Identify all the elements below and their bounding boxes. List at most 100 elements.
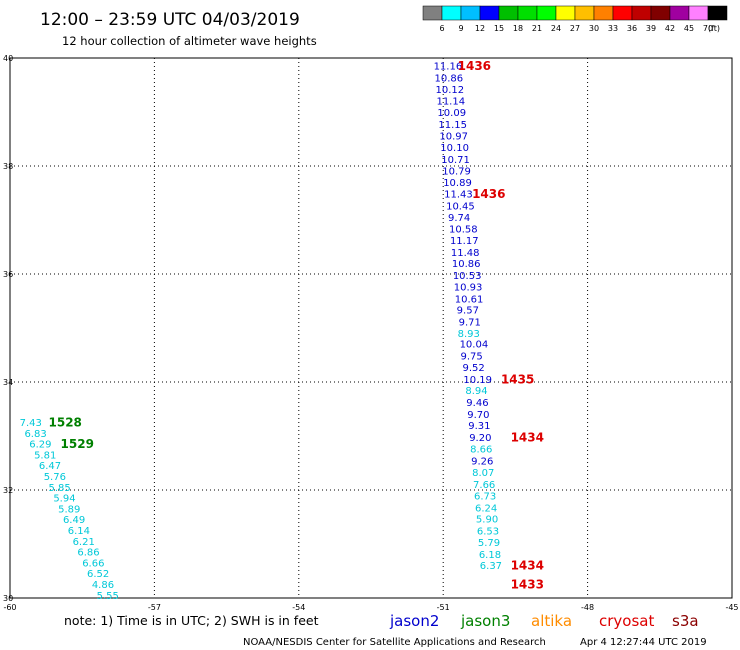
pass-time-label: 1528	[49, 416, 82, 430]
wave-height-value: 10.86	[452, 259, 481, 270]
wave-height-value: 10.53	[453, 271, 482, 282]
wave-height-value: 5.76	[44, 472, 66, 483]
pass-time-label: 1433	[511, 578, 544, 592]
wave-height-value: 10.09	[437, 108, 466, 119]
units-note: note: 1) Time is in UTC; 2) SWH is in fe…	[64, 613, 319, 628]
wave-height-value: 9.31	[468, 421, 490, 432]
colorbar-swatch	[612, 5, 633, 21]
wave-height-value: 7.66	[473, 480, 495, 491]
y-tick-label: 40	[3, 54, 13, 63]
colorbar-swatch	[631, 5, 652, 21]
colorbar-label: 27	[570, 24, 580, 33]
wave-height-value: 11.48	[451, 248, 480, 259]
wave-height-value: 10.89	[443, 178, 472, 189]
colorbar-swatch	[441, 5, 462, 21]
pass-time-label: 1435	[501, 372, 534, 386]
wave-height-value: 6.47	[39, 461, 61, 472]
wave-height-value: 9.70	[467, 410, 489, 421]
gridlines	[10, 58, 732, 598]
colorbar-swatch	[422, 5, 443, 21]
colorbar-legend: 6 9 12 15 18 21 24 27 30 33 36 39 42 45 70	[422, 5, 728, 33]
legend-item-jason2: jason2	[389, 612, 439, 630]
chart-subtitle: 12 hour collection of altimeter wave hei…	[62, 34, 317, 48]
plot-area	[9, 57, 733, 599]
wave-height-value: 10.04	[460, 340, 489, 351]
wave-height-value: 5.94	[53, 494, 75, 505]
colorbar-label: 30	[589, 24, 599, 33]
wave-height-value: 10.86	[435, 73, 464, 84]
pass-time-label: 1436	[472, 187, 505, 201]
colorbar-swatch	[574, 5, 595, 21]
wave-height-value: 5.89	[58, 504, 80, 515]
colorbar-label: 24	[551, 24, 561, 33]
colorbar-swatch	[460, 5, 481, 21]
colorbar-swatch	[707, 5, 728, 21]
y-tick-label: 34	[3, 378, 13, 387]
colorbar-label: 15	[494, 24, 504, 33]
wave-height-value: 6.29	[29, 440, 51, 451]
x-tick-label: -51	[437, 603, 450, 612]
colorbar-label: 6	[439, 24, 444, 33]
wave-height-value: 6.53	[477, 527, 499, 538]
pass-time-label: 1434	[511, 431, 544, 445]
wave-height-value: 9.74	[448, 213, 470, 224]
wave-height-value: 11.17	[450, 236, 479, 247]
y-tick-label: 36	[3, 270, 13, 279]
colorbar-swatch	[498, 5, 519, 21]
wave-height-value: 10.45	[446, 201, 475, 212]
x-tick-label: -57	[148, 603, 161, 612]
wave-height-value: 5.90	[476, 515, 498, 526]
wave-height-value: 6.73	[474, 491, 496, 502]
wave-height-value: 6.49	[63, 515, 85, 526]
wave-height-value: 8.93	[458, 329, 480, 340]
x-tick-label: -45	[725, 603, 738, 612]
x-tick-label: -60	[3, 603, 16, 612]
y-tick-label: 32	[3, 486, 13, 495]
wave-height-value: 9.71	[459, 318, 481, 329]
colorbar-label: 36	[627, 24, 637, 33]
wave-height-value: 10.71	[441, 155, 470, 166]
wave-height-value: 8.94	[465, 386, 487, 397]
legend-item-cryosat: cryosat	[599, 612, 654, 630]
colorbar-swatch	[593, 5, 614, 21]
plot-frame	[9, 57, 733, 599]
y-tick-labels: 30 32 34 36 38 40	[3, 54, 13, 603]
wave-height-value: 9.57	[457, 306, 479, 317]
wave-height-value: 4.86	[92, 580, 114, 591]
colorbar-swatch	[669, 5, 690, 21]
colorbar-label: 39	[646, 24, 656, 33]
wave-height-value: 6.18	[479, 550, 501, 561]
colorbar-swatch	[688, 5, 709, 21]
wave-height-values: 11.1610.8610.1211.1410.0911.1510.9710.10…	[20, 62, 502, 602]
wave-height-value: 10.10	[440, 143, 469, 154]
wave-height-value: 11.16	[434, 62, 463, 73]
y-tick-label: 38	[3, 162, 13, 171]
wave-height-value: 5.55	[97, 591, 119, 602]
wave-height-value: 9.75	[461, 352, 483, 363]
wave-height-value: 5.81	[34, 450, 56, 461]
timestamp-text: Apr 4 12:27:44 UTC 2019	[580, 637, 707, 648]
wave-height-value: 11.14	[436, 97, 465, 108]
wave-height-value: 11.15	[438, 120, 467, 131]
wave-height-value: 7.43	[20, 418, 42, 429]
legend-item-altika: altika	[531, 612, 572, 630]
colorbar-swatch	[479, 5, 500, 21]
wave-height-value: 6.24	[475, 503, 497, 514]
wave-height-value: 6.52	[87, 569, 109, 580]
colorbar-swatch	[555, 5, 576, 21]
x-tick-labels: -60 -57 -54 -51 -48 -45	[3, 603, 738, 612]
satellite-legend: jason2 jason3 altika cryosat s3a	[389, 612, 699, 630]
colorbar-swatch	[536, 5, 557, 21]
colorbar-label: 45	[684, 24, 694, 33]
wave-height-value: 9.20	[469, 433, 491, 444]
colorbar-label: 18	[513, 24, 523, 33]
wave-height-value: 9.46	[466, 398, 488, 409]
colorbar-label: 42	[665, 24, 675, 33]
pass-time-label: 1434	[511, 559, 544, 573]
colorbar-label: 12	[475, 24, 485, 33]
wave-height-value: 10.12	[435, 85, 464, 96]
wave-height-value: 5.79	[478, 538, 500, 549]
legend-item-jason3: jason3	[460, 612, 510, 630]
pass-time-label: 1436	[458, 59, 491, 73]
